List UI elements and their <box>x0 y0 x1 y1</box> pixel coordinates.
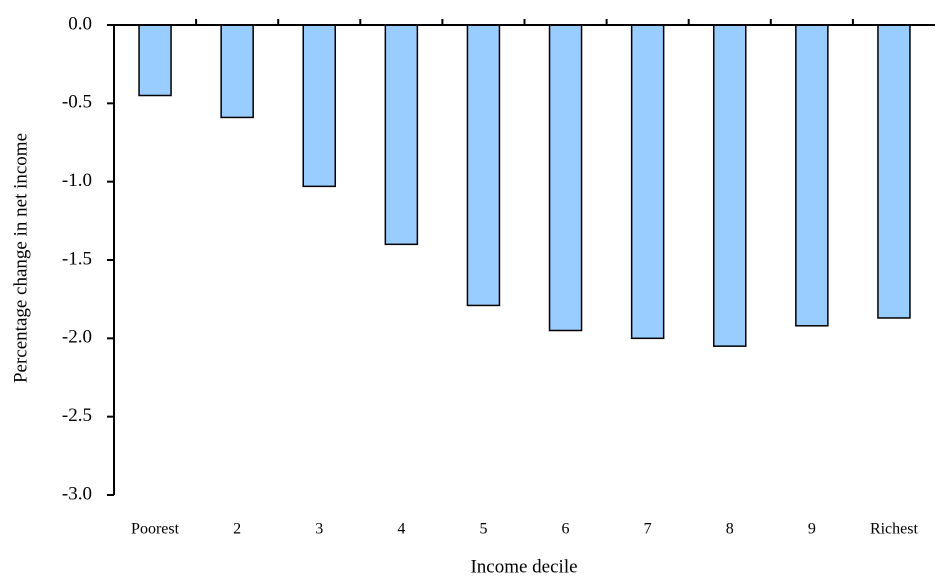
x-tick-label: Richest <box>870 521 919 538</box>
bar <box>877 24 911 319</box>
x-tick-label: 3 <box>315 521 323 538</box>
x-tick-label: 7 <box>644 521 652 538</box>
bar <box>384 24 419 246</box>
x-tick-label: 8 <box>726 521 734 538</box>
x-tick-label: 5 <box>479 521 487 538</box>
bar <box>302 24 337 188</box>
bar <box>548 24 583 332</box>
bar <box>466 24 501 307</box>
y-tick-label: -3.0 <box>62 483 92 504</box>
bar <box>630 24 665 340</box>
y-tick-label: -2.5 <box>62 405 92 426</box>
bar <box>795 24 829 327</box>
y-tick-label: -0.5 <box>62 92 92 113</box>
bar <box>220 24 254 119</box>
y-tick-label: 0.0 <box>68 13 92 34</box>
x-tick-label: 6 <box>562 521 570 538</box>
x-tick-label: 2 <box>233 521 241 538</box>
x-tick-label: Poorest <box>131 521 180 538</box>
y-tick-label: -1.5 <box>62 248 92 269</box>
x-tick-label: 4 <box>397 521 405 538</box>
x-tick-label: 9 <box>808 521 816 538</box>
bar <box>712 24 747 347</box>
y-tick-label: -1.0 <box>62 170 92 191</box>
y-axis-title: Percentage change in net income <box>10 133 31 383</box>
x-axis-title: Income decile <box>470 556 577 577</box>
y-tick-label: -2.0 <box>62 327 92 348</box>
bar <box>138 24 172 97</box>
